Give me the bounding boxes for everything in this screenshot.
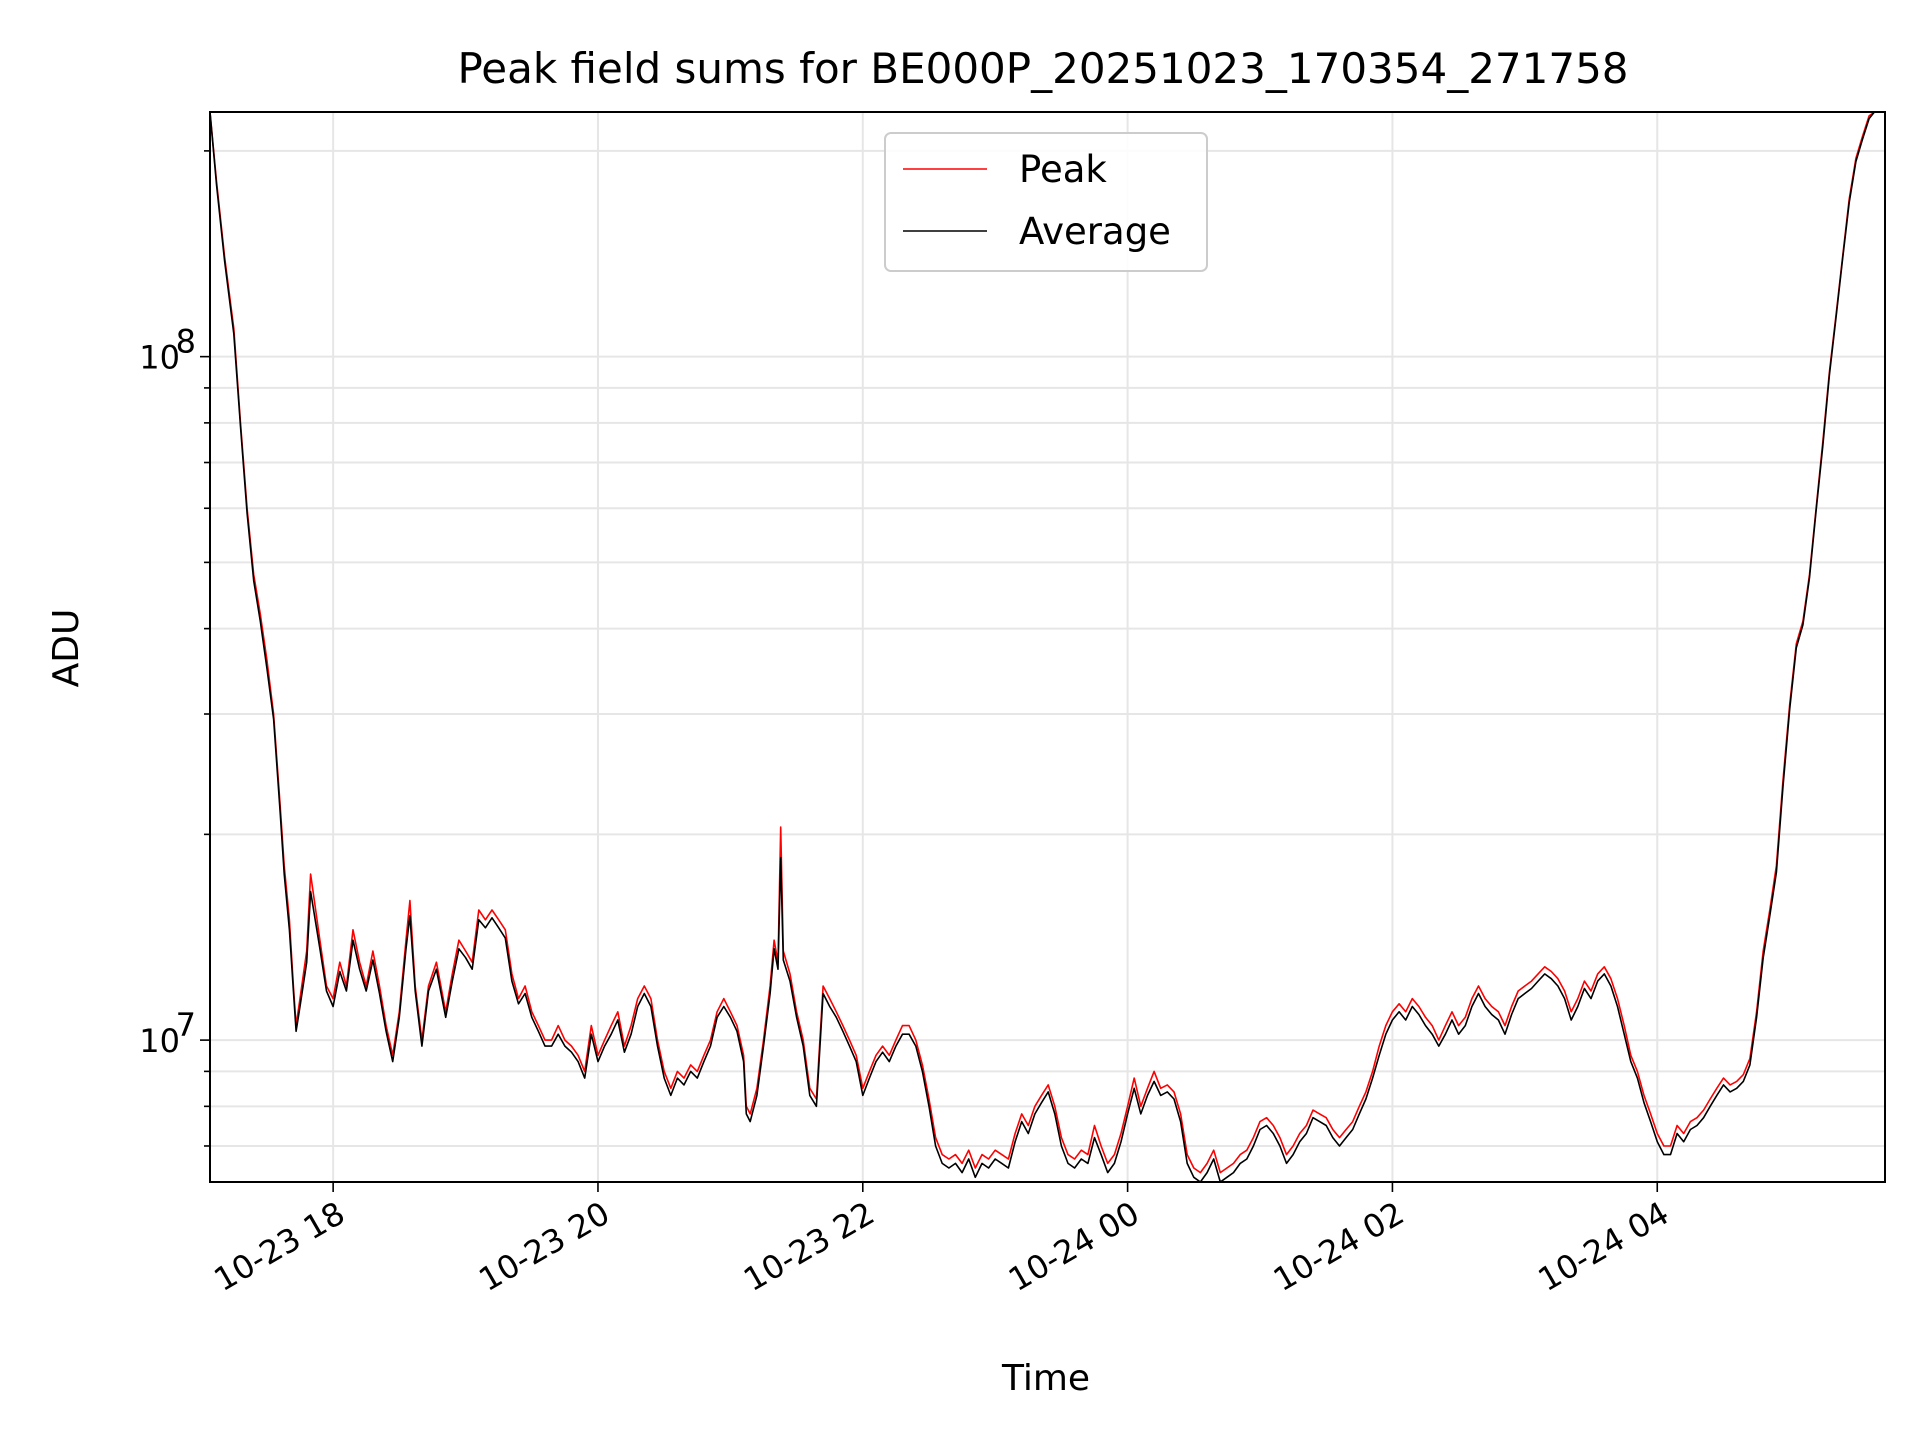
y-tick-label: 10: [139, 339, 180, 377]
series-line-peak: [210, 112, 1875, 1174]
plot-frame: [209, 111, 1886, 1183]
grid: [210, 112, 1885, 1182]
series-layer: [210, 112, 1876, 1182]
legend-peak-label: Peak: [1019, 148, 1107, 191]
y-tick-label: 10: [139, 1022, 180, 1060]
y-axis-label: ADU: [46, 609, 87, 688]
legend-average-label: Average: [1019, 210, 1171, 253]
chart-title: Peak field sums for BE000P_20251023_1703…: [457, 44, 1628, 93]
x-axis-label: Time: [1001, 1358, 1090, 1399]
legend: Peak Average: [884, 132, 1208, 272]
legend-box: [884, 132, 1208, 272]
y-tick-exponent: 7: [176, 1006, 196, 1044]
series-line-average: [210, 112, 1876, 1182]
y-tick-exponent: 8: [176, 323, 196, 361]
